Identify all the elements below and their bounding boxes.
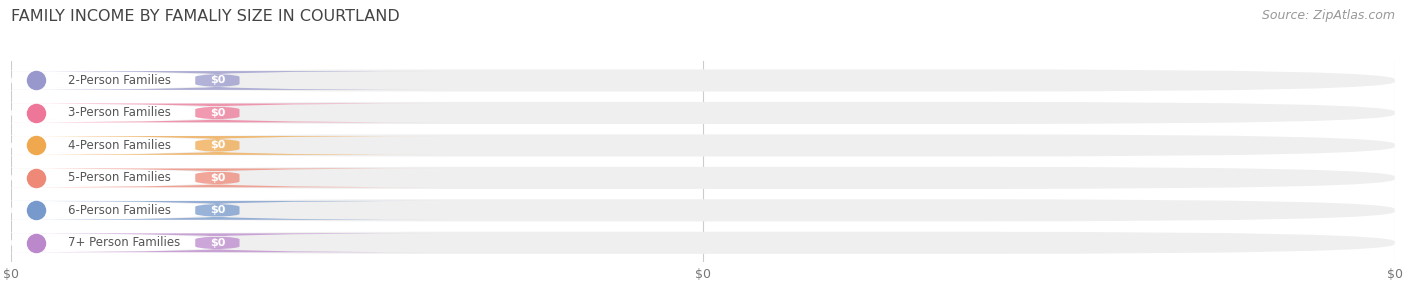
Text: 4-Person Families: 4-Person Families [67,139,172,152]
Text: $0: $0 [209,173,225,183]
FancyBboxPatch shape [0,102,357,123]
FancyBboxPatch shape [0,201,444,220]
FancyBboxPatch shape [11,70,1395,92]
FancyBboxPatch shape [11,232,1395,254]
Text: $0: $0 [209,140,225,150]
FancyBboxPatch shape [0,103,444,122]
Text: 5-Person Families: 5-Person Families [67,171,172,185]
FancyBboxPatch shape [0,70,357,91]
FancyBboxPatch shape [0,233,444,252]
FancyBboxPatch shape [0,167,357,188]
FancyBboxPatch shape [0,200,357,221]
FancyBboxPatch shape [0,136,444,155]
FancyBboxPatch shape [11,102,1395,124]
FancyBboxPatch shape [0,232,357,253]
Text: Source: ZipAtlas.com: Source: ZipAtlas.com [1261,9,1395,22]
FancyBboxPatch shape [0,168,444,187]
FancyBboxPatch shape [11,135,1395,156]
Text: $0: $0 [209,205,225,215]
FancyBboxPatch shape [11,167,1395,189]
Text: FAMILY INCOME BY FAMALIY SIZE IN COURTLAND: FAMILY INCOME BY FAMALIY SIZE IN COURTLA… [11,9,399,24]
FancyBboxPatch shape [0,135,357,156]
Text: 3-Person Families: 3-Person Families [67,106,172,120]
Text: $0: $0 [209,238,225,248]
Text: 7+ Person Families: 7+ Person Families [67,236,180,249]
Text: $0: $0 [209,108,225,118]
FancyBboxPatch shape [11,199,1395,221]
FancyBboxPatch shape [0,71,444,90]
Text: $0: $0 [209,75,225,85]
Text: 6-Person Families: 6-Person Families [67,204,172,217]
Text: 2-Person Families: 2-Person Families [67,74,172,87]
